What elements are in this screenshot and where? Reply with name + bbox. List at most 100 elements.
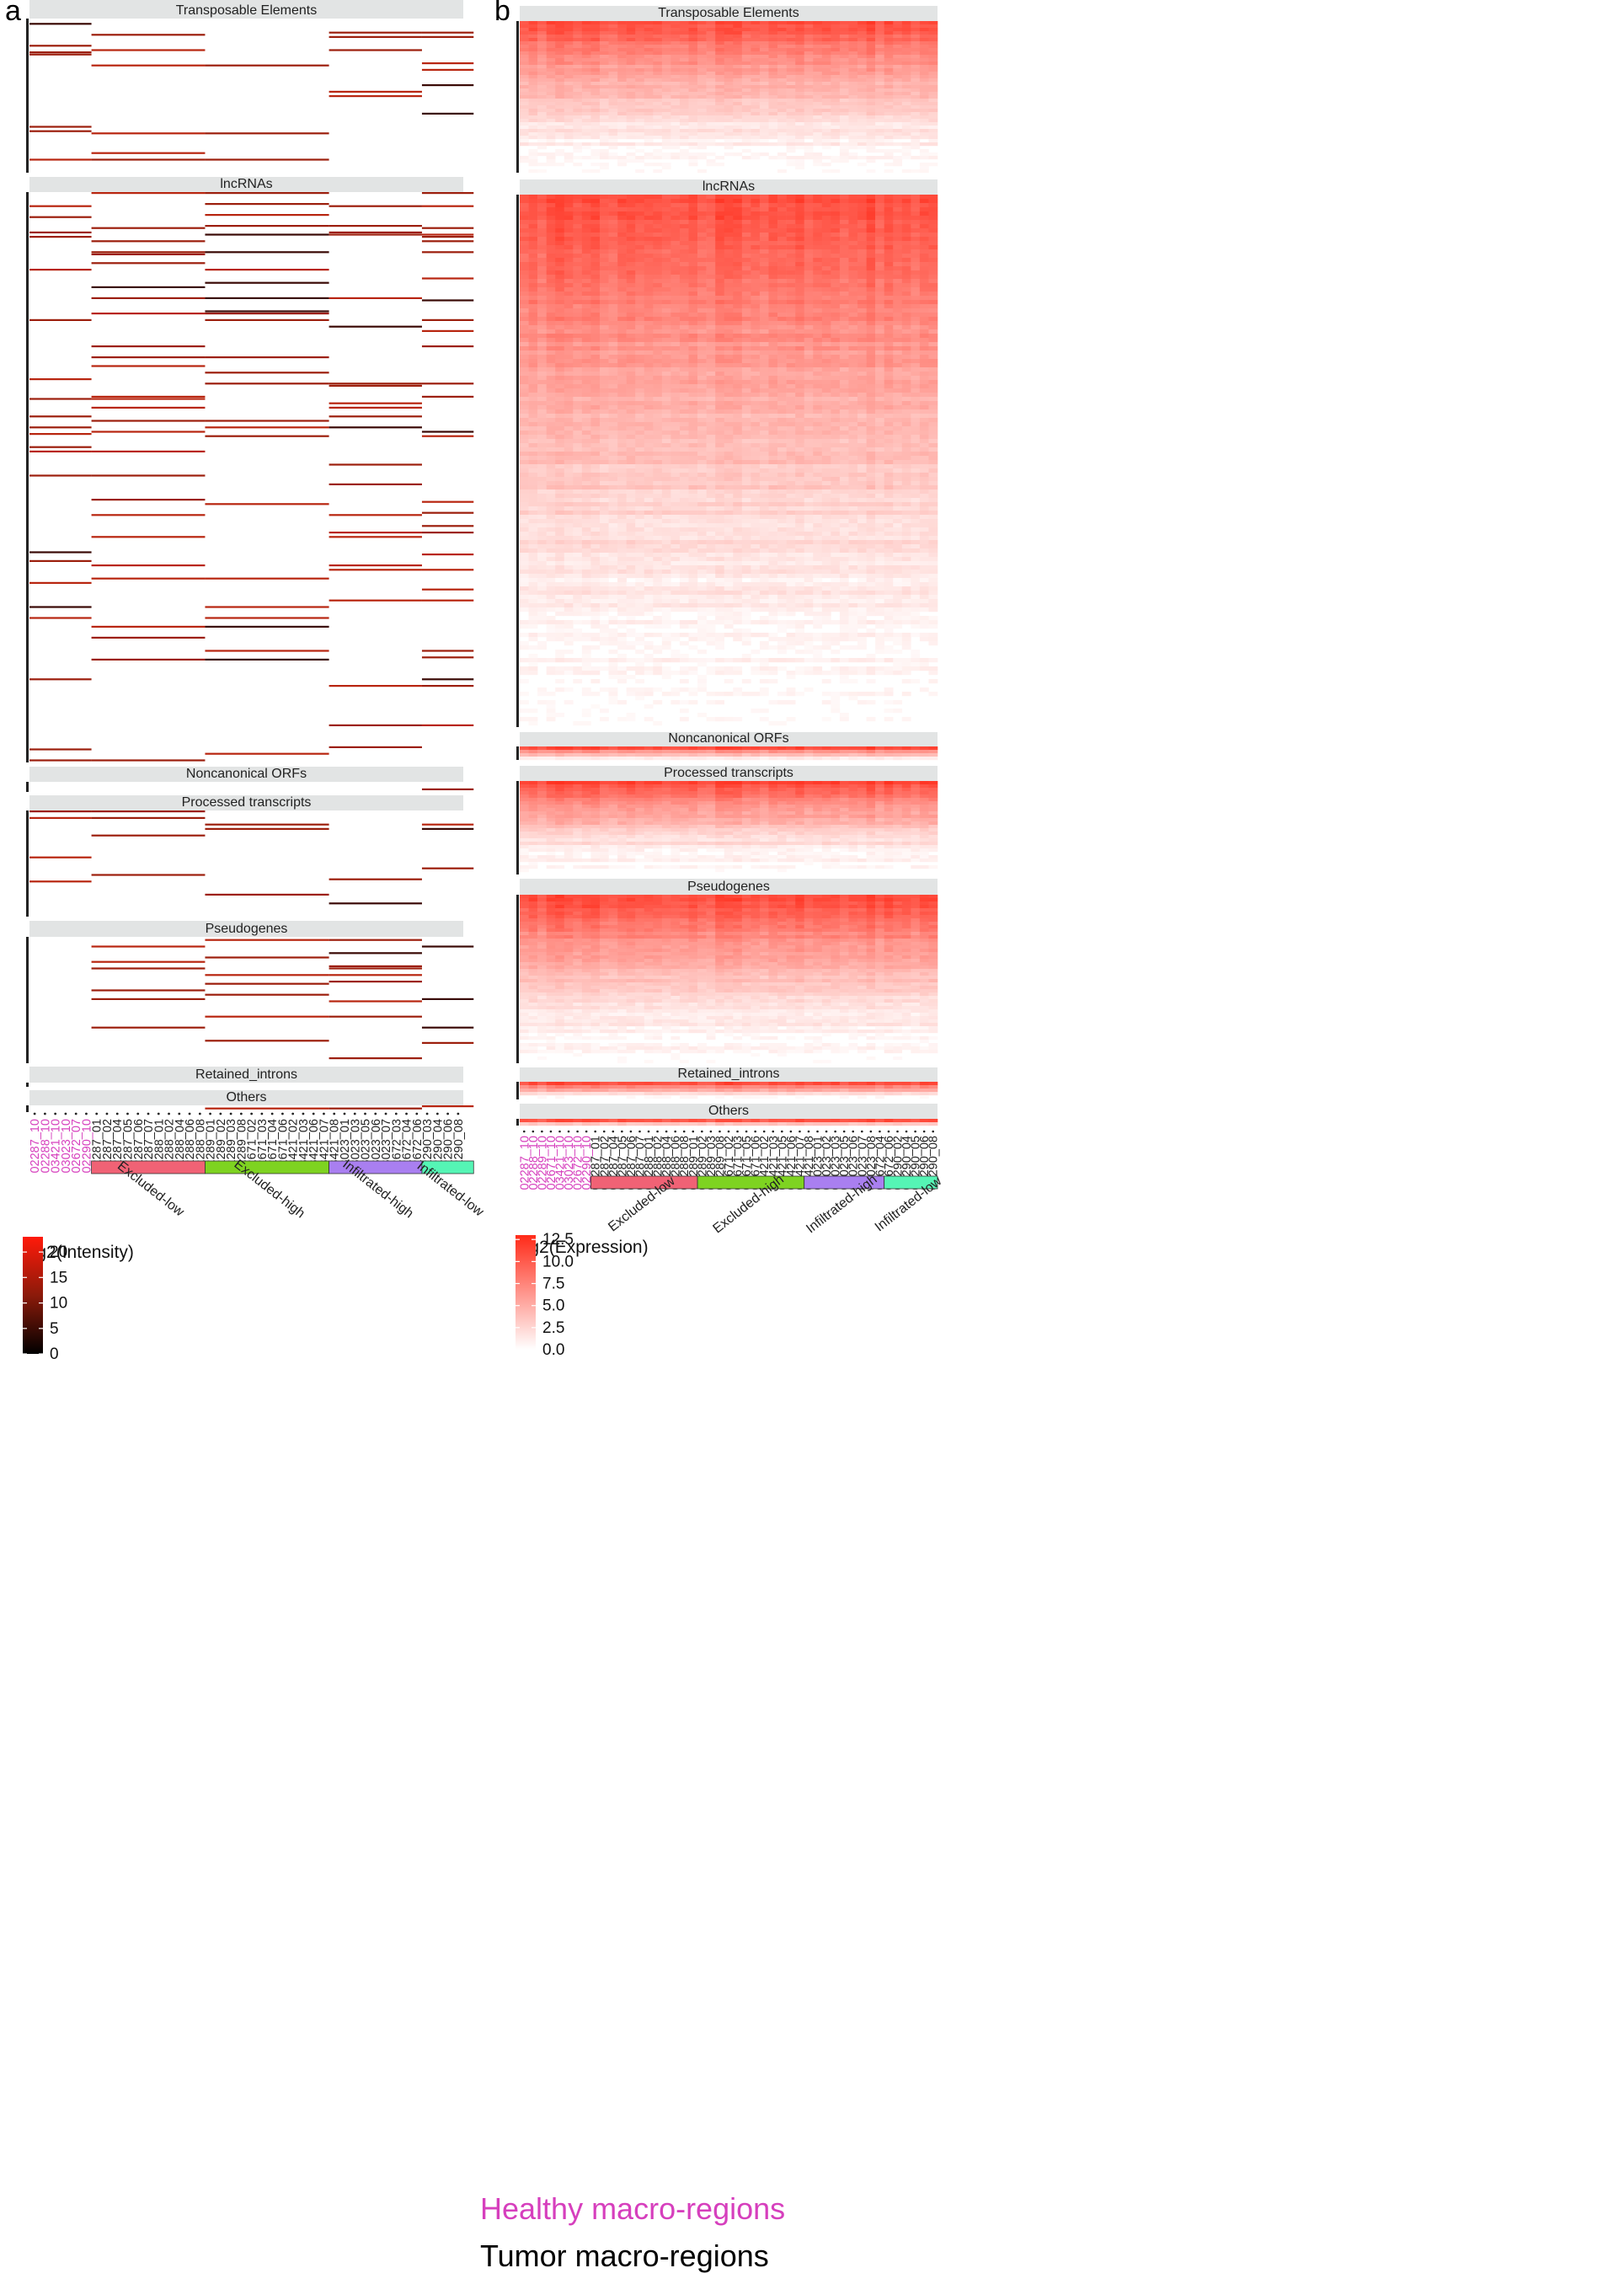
heat-cell (644, 296, 654, 301)
heat-cell (520, 300, 529, 305)
heat-cell (599, 393, 609, 398)
heat-cell (928, 287, 938, 292)
heat-cell (928, 384, 938, 389)
heat-cell (866, 367, 876, 372)
heat-cell (866, 211, 876, 217)
heat-cell (831, 270, 841, 275)
heat-cell (795, 426, 804, 431)
heat-cell (635, 376, 645, 381)
heat-cell (813, 99, 823, 103)
heat-cell (919, 254, 929, 259)
heat-cell (759, 380, 769, 385)
heat-cell (884, 195, 894, 200)
heat-cell (768, 237, 778, 242)
heat-cell (751, 92, 761, 96)
heat-cell (848, 279, 858, 284)
heat-cell (901, 304, 911, 309)
heat-cell (653, 115, 663, 120)
heat-cell (706, 287, 716, 292)
heat-cell (599, 245, 609, 250)
heat-cell (29, 426, 92, 429)
heat-cell (884, 334, 894, 339)
heat-cell (848, 136, 858, 140)
heat-cell (919, 211, 929, 217)
heat-cell (564, 203, 574, 208)
heat-cell (848, 418, 858, 423)
heat-cell (520, 241, 529, 246)
heat-cell (635, 159, 645, 163)
heat-cell (839, 359, 849, 364)
heat-cell (795, 163, 804, 167)
heat-cell (733, 346, 743, 351)
heat-cell (617, 228, 627, 233)
heat-cell (733, 283, 743, 288)
heat-cell (875, 102, 884, 106)
heat-cell (573, 359, 583, 364)
heat-cell (768, 115, 778, 120)
heat-cell (564, 342, 574, 347)
heat-cell (590, 203, 601, 208)
heat-cell (29, 23, 92, 25)
heat-cell (608, 367, 618, 372)
heat-cell (875, 241, 884, 246)
heat-cell (813, 397, 823, 402)
heat-cell (555, 308, 565, 313)
heat-cell (786, 249, 796, 254)
heat-cell (679, 359, 689, 364)
heat-cell (555, 334, 565, 339)
heat-cell (564, 224, 574, 229)
heat-cell (626, 115, 636, 120)
heat-cell (688, 380, 698, 385)
heat-cell (608, 126, 618, 130)
heat-cell (688, 435, 698, 440)
heat-cell (590, 132, 601, 136)
heat-cell (759, 142, 769, 147)
sample-label: 02671_06 (276, 1119, 290, 1174)
heat-cell (768, 393, 778, 398)
heat-cell (831, 388, 841, 393)
heat-cell (205, 1107, 329, 1110)
heat-cell (661, 376, 671, 381)
heat-cell (866, 254, 876, 259)
heat-cell (751, 62, 761, 66)
heat-cell (528, 363, 538, 368)
heat-cell (741, 279, 751, 284)
heat-cell (537, 95, 547, 99)
heat-cell (573, 325, 583, 330)
heat-cell (688, 203, 698, 208)
heat-cell (875, 266, 884, 271)
heat-cell (839, 237, 849, 242)
heat-cell (528, 28, 538, 32)
heat-cell (848, 119, 858, 123)
heat-cell (546, 92, 556, 96)
heat-cell (919, 149, 929, 153)
heat-cell (608, 435, 618, 440)
heat-cell (555, 122, 565, 126)
heat-cell (528, 216, 538, 221)
heat-cell (804, 68, 814, 72)
heat-cell (590, 372, 601, 377)
heat-cell (564, 28, 574, 32)
heat-cell (795, 241, 804, 246)
heat-cell (804, 254, 814, 259)
heat-cell (919, 418, 929, 423)
heat-cell (875, 308, 884, 313)
heat-cell (813, 105, 823, 110)
heat-cell (91, 834, 206, 837)
heat-cell (733, 55, 743, 59)
heat-cell (329, 878, 422, 880)
heat-cell (901, 102, 911, 106)
heat-cell (608, 380, 618, 385)
heat-cell (599, 317, 609, 322)
heat-cell (831, 409, 841, 415)
heat-cell (635, 334, 645, 339)
heat-cell (795, 317, 804, 322)
heat-cell (777, 119, 787, 123)
heat-cell (839, 21, 849, 25)
heat-cell (537, 401, 547, 406)
heat-cell (866, 388, 876, 393)
heat-cell (733, 21, 743, 25)
heat-cell (697, 279, 707, 284)
heat-cell (866, 51, 876, 56)
heat-cell (661, 55, 671, 59)
